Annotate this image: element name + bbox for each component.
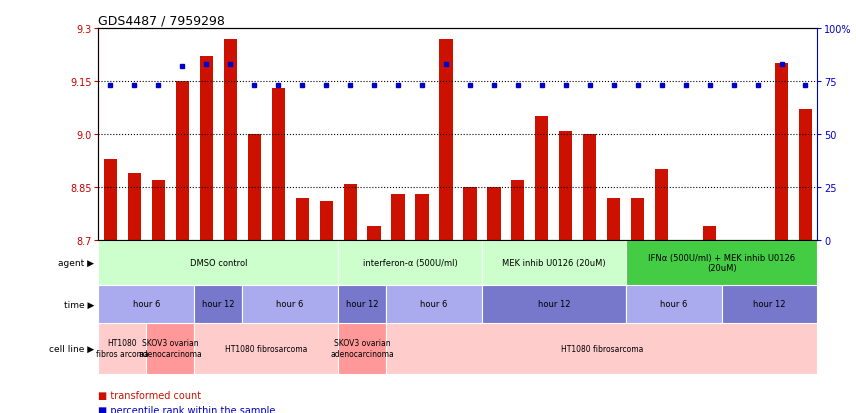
- Bar: [338, 240, 482, 286]
- Text: IFNα (500U/ml) + MEK inhib U0126
(20uM): IFNα (500U/ml) + MEK inhib U0126 (20uM): [648, 254, 795, 273]
- Text: time ▶: time ▶: [64, 300, 94, 309]
- Bar: [343, 184, 357, 240]
- Bar: [463, 188, 477, 240]
- Bar: [199, 57, 213, 240]
- Text: HT1080
fibros arcoma: HT1080 fibros arcoma: [96, 339, 149, 358]
- Text: cell line ▶: cell line ▶: [49, 344, 94, 353]
- Text: MEK inhib U0126 (20uM): MEK inhib U0126 (20uM): [502, 259, 606, 268]
- Bar: [487, 188, 501, 240]
- Bar: [242, 286, 338, 323]
- Text: hour 12: hour 12: [538, 300, 570, 309]
- Bar: [722, 286, 817, 323]
- Bar: [626, 286, 722, 323]
- Bar: [271, 89, 285, 240]
- Bar: [482, 240, 626, 286]
- Bar: [128, 173, 141, 240]
- Bar: [655, 170, 669, 240]
- Bar: [98, 286, 194, 323]
- Bar: [631, 198, 645, 240]
- Text: ■ transformed count: ■ transformed count: [98, 390, 201, 400]
- Bar: [104, 159, 117, 240]
- Bar: [583, 135, 597, 240]
- Text: SKOV3 ovarian
adenocarcinoma: SKOV3 ovarian adenocarcinoma: [330, 339, 394, 358]
- Text: SKOV3 ovarian
adenocarcinoma: SKOV3 ovarian adenocarcinoma: [139, 339, 202, 358]
- Bar: [319, 202, 333, 240]
- Bar: [194, 286, 242, 323]
- Text: HT1080 fibrosarcoma: HT1080 fibrosarcoma: [561, 344, 643, 353]
- Bar: [607, 198, 621, 240]
- Bar: [175, 82, 189, 240]
- Text: hour 12: hour 12: [202, 300, 235, 309]
- Text: ■ percentile rank within the sample: ■ percentile rank within the sample: [98, 405, 276, 413]
- Bar: [223, 40, 237, 240]
- Bar: [799, 110, 812, 240]
- Bar: [98, 240, 338, 286]
- Bar: [386, 286, 482, 323]
- Text: hour 6: hour 6: [133, 300, 160, 309]
- Bar: [391, 195, 405, 240]
- Bar: [415, 195, 429, 240]
- Bar: [98, 323, 146, 374]
- Text: hour 6: hour 6: [420, 300, 448, 309]
- Bar: [295, 198, 309, 240]
- Bar: [482, 286, 626, 323]
- Bar: [146, 323, 194, 374]
- Text: hour 6: hour 6: [276, 300, 304, 309]
- Text: hour 6: hour 6: [660, 300, 687, 309]
- Bar: [338, 323, 386, 374]
- Bar: [626, 240, 817, 286]
- Bar: [559, 131, 573, 240]
- Bar: [367, 226, 381, 240]
- Bar: [247, 135, 261, 240]
- Text: GDS4487 / 7959298: GDS4487 / 7959298: [98, 15, 225, 28]
- Text: hour 12: hour 12: [753, 300, 786, 309]
- Bar: [439, 40, 453, 240]
- Bar: [194, 323, 338, 374]
- Text: hour 12: hour 12: [346, 300, 378, 309]
- Bar: [338, 286, 386, 323]
- Bar: [511, 180, 525, 240]
- Text: agent ▶: agent ▶: [58, 259, 94, 268]
- Text: DMSO control: DMSO control: [189, 259, 247, 268]
- Text: HT1080 fibrosarcoma: HT1080 fibrosarcoma: [225, 344, 307, 353]
- Bar: [775, 64, 788, 240]
- Bar: [535, 117, 549, 240]
- Text: interferon-α (500U/ml): interferon-α (500U/ml): [363, 259, 457, 268]
- Bar: [386, 323, 817, 374]
- Bar: [152, 180, 165, 240]
- Bar: [703, 226, 716, 240]
